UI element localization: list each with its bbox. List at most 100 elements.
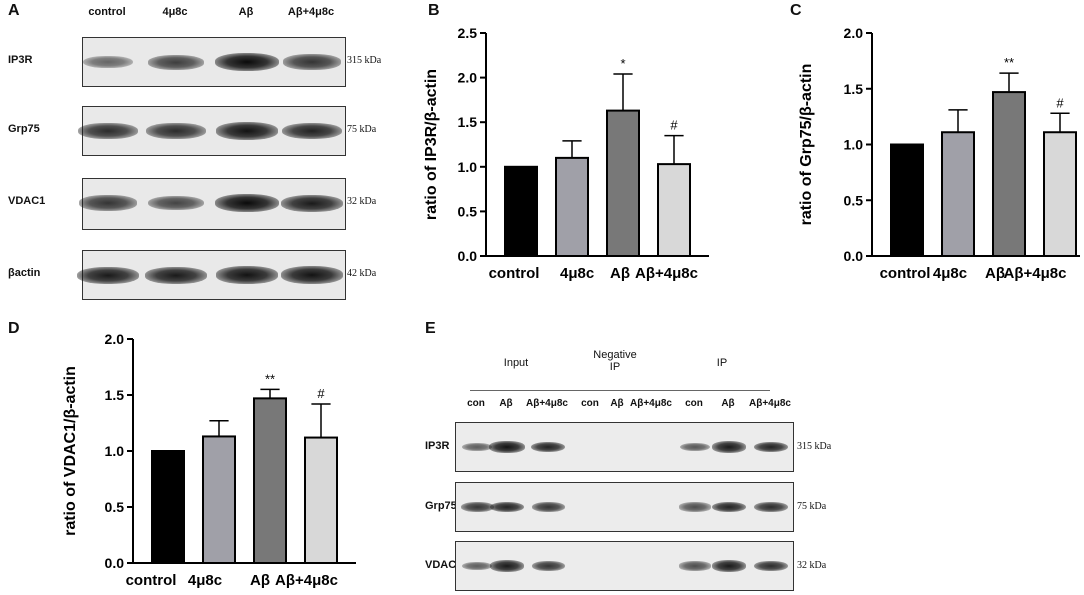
protein-band (215, 194, 279, 212)
blot-row-label: Grp75 (425, 500, 457, 512)
blot-row-label: βactin (8, 267, 41, 279)
lane-header: Aβ (499, 398, 513, 409)
y-tick-label: 0.0 (458, 248, 478, 264)
protein-band (530, 441, 566, 453)
bar (992, 91, 1026, 257)
protein-band (283, 54, 341, 70)
lane-header: Aβ (610, 398, 624, 409)
protein-band (679, 561, 711, 571)
x-tick-label: 4μ8c (560, 265, 594, 282)
y-axis-label: ratio of VDAC1/β-actin (62, 366, 79, 536)
lane-header: Aβ+4μ8c (749, 398, 791, 409)
y-tick-label: 0.0 (105, 555, 125, 571)
lane-header: Aβ (721, 398, 735, 409)
blot-strip (79, 178, 346, 230)
significance-marker: # (670, 118, 678, 133)
x-tick-label: control (126, 572, 177, 589)
protein-band (77, 266, 139, 284)
bar (151, 450, 185, 564)
y-tick-label: 0.5 (844, 192, 864, 208)
protein-band (145, 266, 207, 284)
protein-band (215, 122, 279, 140)
panel-d-label: D (8, 320, 20, 337)
x-tick-label: 4μ8c (188, 572, 222, 589)
protein-band (215, 53, 279, 71)
protein-band (215, 266, 279, 284)
protein-band (78, 123, 138, 139)
bar (555, 156, 589, 258)
group-header: Negative IP (593, 349, 637, 373)
x-tick-label: Aβ+4μ8c (1004, 265, 1067, 282)
significance-marker: # (1056, 95, 1064, 110)
significance-marker: * (620, 56, 625, 71)
group-header: Input (503, 357, 529, 369)
y-tick-label: 0.5 (105, 499, 125, 515)
lane-header: Aβ+4μ8c (526, 398, 568, 409)
protein-band (531, 501, 565, 513)
protein-band (148, 195, 204, 211)
blot-strip (455, 541, 794, 591)
blot-strip (77, 250, 346, 300)
protein-band (711, 501, 747, 513)
x-tick-label: Aβ (985, 265, 1005, 282)
protein-band (489, 441, 525, 453)
kda-label: 75 kDa (797, 501, 827, 512)
kda-label: 42 kDa (347, 268, 377, 279)
protein-band (489, 501, 525, 513)
y-tick-label: 2.0 (458, 70, 478, 86)
protein-band (281, 194, 343, 212)
blot-strip (82, 37, 346, 87)
bar (890, 143, 924, 257)
x-tick-label: Aβ (250, 572, 270, 589)
blot-strip (455, 422, 794, 472)
panel-a-label: A (8, 2, 20, 19)
x-tick-label: 4μ8c (933, 265, 967, 282)
protein-band (146, 123, 206, 139)
y-tick-label: 1.5 (105, 387, 125, 403)
kda-label: 75 kDa (347, 124, 377, 135)
protein-band (82, 55, 134, 69)
y-tick-label: 1.0 (844, 137, 864, 153)
y-tick-label: 0.5 (458, 203, 478, 219)
y-tick-label: 0.0 (844, 248, 864, 264)
x-tick-label: Aβ+4μ8c (635, 265, 698, 282)
lane-header: con (467, 398, 485, 409)
y-tick-label: 2.0 (844, 25, 864, 41)
protein-band (79, 195, 137, 211)
lane-header: con (581, 398, 599, 409)
protein-band (147, 54, 205, 70)
chart-d-vdac1: ratio of VDAC1/β-actin 0.0 0.5 1.0 1.5 2.0 ** #… (62, 331, 356, 589)
lane-header: Aβ+4μ8c (287, 6, 335, 18)
blot-row-label: Grp75 (8, 123, 40, 135)
protein-band (489, 560, 525, 572)
y-axis-label: ratio of IP3R/β-actin (423, 69, 440, 220)
bar (304, 436, 338, 564)
lane-header: Aβ+4μ8c (630, 398, 672, 409)
significance-marker: # (317, 386, 325, 401)
protein-band (679, 442, 711, 452)
protein-band (754, 501, 788, 513)
bar (253, 397, 287, 564)
blot-strip (78, 106, 346, 156)
bar (657, 163, 691, 257)
protein-band (711, 560, 747, 572)
bar (504, 165, 538, 257)
kda-label: 315 kDa (347, 55, 382, 66)
lane-header: con (685, 398, 703, 409)
protein-band (462, 561, 492, 571)
panel-c-label: C (790, 2, 802, 19)
protein-band (753, 441, 789, 453)
protein-band (531, 560, 565, 572)
bar (941, 131, 975, 257)
panel-e-label: E (425, 320, 436, 337)
blot-row-label: VDAC1 (425, 559, 463, 571)
group-header: IP (716, 357, 728, 369)
y-tick-label: 2.0 (105, 331, 125, 347)
blot-row-label: IP3R (8, 54, 33, 66)
y-tick-label: 1.0 (105, 443, 125, 459)
lane-header: Aβ (238, 6, 254, 18)
chart-c-grp75: ratio of Grp75/β-actin 0.0 0.5 1.0 1.5 2.0 ** #… (798, 25, 1080, 282)
lane-header: control (88, 6, 126, 18)
y-tick-label: 1.0 (458, 159, 478, 175)
panel-b-label: B (428, 2, 440, 19)
